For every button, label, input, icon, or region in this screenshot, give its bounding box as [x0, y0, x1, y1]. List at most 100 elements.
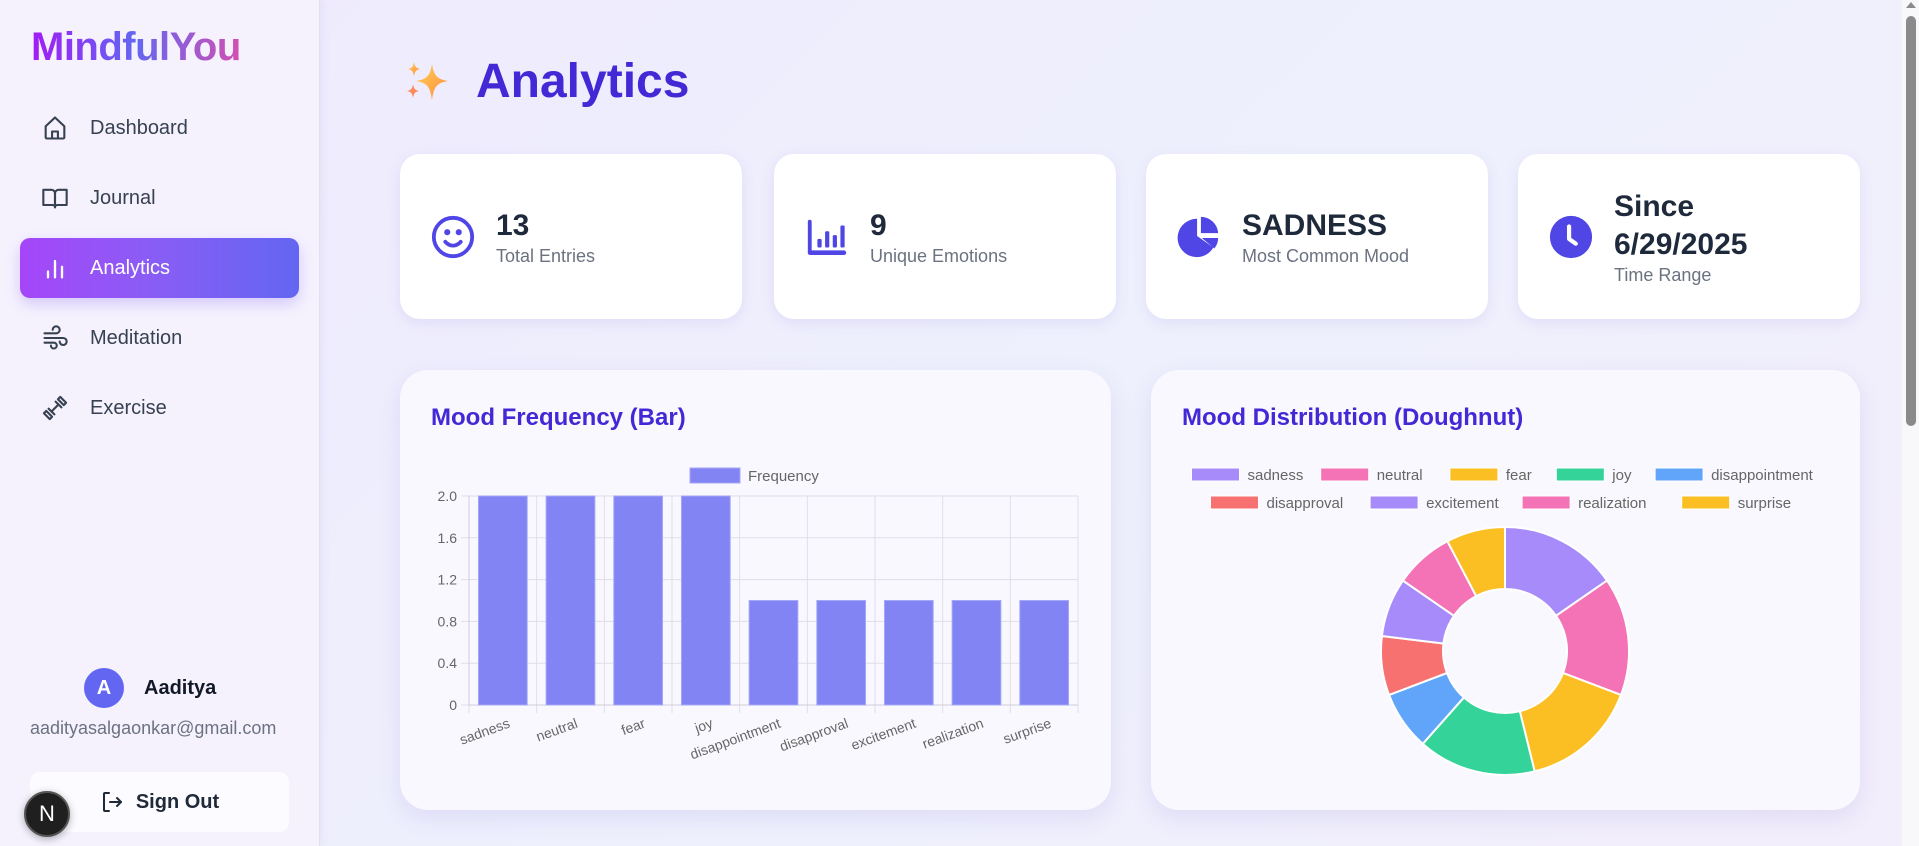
bar-disapproval[interactable] — [816, 600, 867, 706]
sidebar-item-analytics[interactable]: Analytics — [20, 238, 299, 298]
bar-chart-title: Mood Frequency (Bar) — [431, 404, 686, 431]
x-tick-label: joy — [692, 715, 715, 737]
scrollbar[interactable] — [1902, 0, 1919, 846]
doughnut-chart: sadness neutral fear joy disappointment disap… — [1191, 467, 1814, 776]
stat-card-total-entries: 13 Total Entries — [400, 154, 742, 319]
logout-icon — [102, 792, 122, 812]
bar-chart-card: Mood Frequency (Bar) Frequency 0 0.4 0.8 1.2… — [400, 370, 1111, 810]
stat-label: Time Range — [1614, 264, 1712, 285]
bar-realization[interactable] — [951, 600, 1002, 706]
page-title: Analytics — [476, 55, 690, 108]
legend-swatch — [1449, 467, 1499, 482]
sidebar-item-label: Meditation — [90, 326, 183, 349]
sign-out-button[interactable]: Sign Out — [30, 772, 289, 832]
legend-label: sadness — [1248, 467, 1304, 484]
sidebar-item-meditation[interactable]: Meditation — [20, 308, 299, 368]
legend-item-excitement[interactable]: excitement — [1369, 495, 1499, 512]
y-tick-label: 0.8 — [438, 613, 458, 629]
bar-excitement[interactable] — [883, 600, 934, 706]
x-tick-label: realization — [920, 715, 985, 752]
legend-item-neutral[interactable]: neutral — [1320, 467, 1423, 484]
x-tick-label: fear — [619, 715, 647, 738]
legend-swatch — [689, 467, 741, 484]
stat-label: Most Common Mood — [1242, 245, 1410, 266]
y-tick-label: 1.6 — [438, 530, 458, 546]
legend-swatch — [1654, 467, 1704, 482]
legend-label: Frequency — [748, 468, 819, 485]
bar-joy[interactable] — [680, 495, 731, 706]
legend-item-surprise[interactable]: surprise — [1681, 495, 1791, 512]
legend-swatch — [1191, 467, 1240, 482]
bar-neutral[interactable] — [545, 495, 596, 706]
x-tick-label: sadness — [457, 715, 511, 748]
bar-chart-icon — [40, 253, 70, 283]
slice-surprise[interactable] — [1446, 525, 1506, 598]
sidebar-item-label: Analytics — [90, 256, 171, 279]
clock-icon — [1548, 214, 1594, 260]
y-tick-label: 1.2 — [438, 572, 458, 588]
legend-label: surprise — [1738, 495, 1791, 512]
stat-card-unique-emotions: 9 Unique Emotions — [774, 154, 1116, 319]
bar-surprise[interactable] — [1019, 600, 1070, 706]
sidebar-item-dashboard[interactable]: Dashboard — [20, 98, 299, 158]
legend-label: fear — [1506, 467, 1532, 484]
scrollbar-thumb[interactable] — [1906, 16, 1916, 426]
legend-item-disappointment[interactable]: disappointment — [1654, 467, 1814, 484]
x-tick-label: surprise — [1001, 715, 1053, 747]
scroll-up-arrow-icon[interactable] — [1906, 2, 1916, 8]
pie-chart-icon — [1176, 214, 1222, 260]
legend-item-disapproval[interactable]: disapproval — [1210, 495, 1344, 512]
avatar[interactable]: A — [84, 668, 124, 708]
app-logo[interactable]: MindfulYou — [31, 25, 241, 69]
bar-sadness[interactable] — [477, 495, 528, 706]
bar-disappointment[interactable] — [748, 600, 799, 706]
user-name: Aaditya — [144, 676, 217, 699]
legend-swatch — [1681, 495, 1731, 510]
bar-chart-icon — [804, 214, 850, 260]
legend-label: excitement — [1426, 495, 1499, 512]
legend-label: joy — [1611, 467, 1632, 484]
y-tick-label: 2.0 — [438, 488, 458, 504]
user-profile: A Aaditya — [84, 668, 216, 708]
legend-label: realization — [1578, 495, 1646, 512]
legend-swatch — [1369, 495, 1419, 510]
legend-swatch — [1555, 467, 1605, 482]
x-tick-label: neutral — [534, 715, 580, 745]
home-icon — [40, 113, 70, 143]
legend-label: disappointment — [1711, 467, 1814, 484]
legend-item-realization[interactable]: realization — [1521, 495, 1646, 512]
sparkles-icon — [407, 62, 448, 100]
legend-swatch — [1320, 467, 1370, 482]
legend-item-joy[interactable]: joy — [1555, 467, 1632, 484]
stat-card-most-common-mood: SADNESS Most Common Mood — [1146, 154, 1488, 319]
stat-value-line2: 6/29/2025 — [1614, 227, 1748, 261]
y-tick-label: 0.4 — [438, 655, 458, 671]
sidebar-item-journal[interactable]: Journal — [20, 168, 299, 228]
sidebar-item-label: Exercise — [90, 396, 167, 419]
sidebar-item-label: Journal — [90, 186, 156, 209]
bar-chart: Frequency 0 0.4 0.8 1.2 1.6 2.0 sadness neutral f… — [438, 467, 1079, 762]
stat-value: 9 — [870, 208, 887, 242]
stat-value: 13 — [496, 208, 530, 242]
dev-tools-badge[interactable]: N — [24, 791, 70, 837]
doughnut-chart-card: Mood Distribution (Doughnut) sadness neut… — [1151, 370, 1860, 810]
stat-card-time-range: Since 6/29/2025 Time Range — [1518, 154, 1860, 319]
smile-icon — [430, 214, 476, 260]
dumbbell-icon — [40, 393, 70, 423]
sidebar-item-exercise[interactable]: Exercise — [20, 378, 299, 438]
page-header: Analytics — [404, 54, 689, 110]
legend-item-fear[interactable]: fear — [1449, 467, 1532, 484]
bar-legend[interactable]: Frequency — [689, 467, 819, 485]
sign-out-label: Sign Out — [135, 790, 220, 813]
book-open-icon — [40, 183, 70, 213]
y-tick-label: 0 — [449, 697, 457, 713]
doughnut-legend: sadness neutral fear joy disappointment disap… — [1191, 467, 1814, 512]
sidebar: MindfulYou Dashboard Journal Analytics M… — [0, 0, 320, 846]
stat-label: Unique Emotions — [870, 245, 1008, 266]
bar-fear[interactable] — [613, 495, 664, 706]
legend-item-sadness[interactable]: sadness — [1191, 467, 1304, 484]
x-tick-label: disapproval — [777, 715, 850, 755]
stat-value-line1: Since — [1614, 189, 1695, 223]
sidebar-item-label: Dashboard — [90, 116, 188, 139]
legend-swatch — [1521, 495, 1571, 510]
